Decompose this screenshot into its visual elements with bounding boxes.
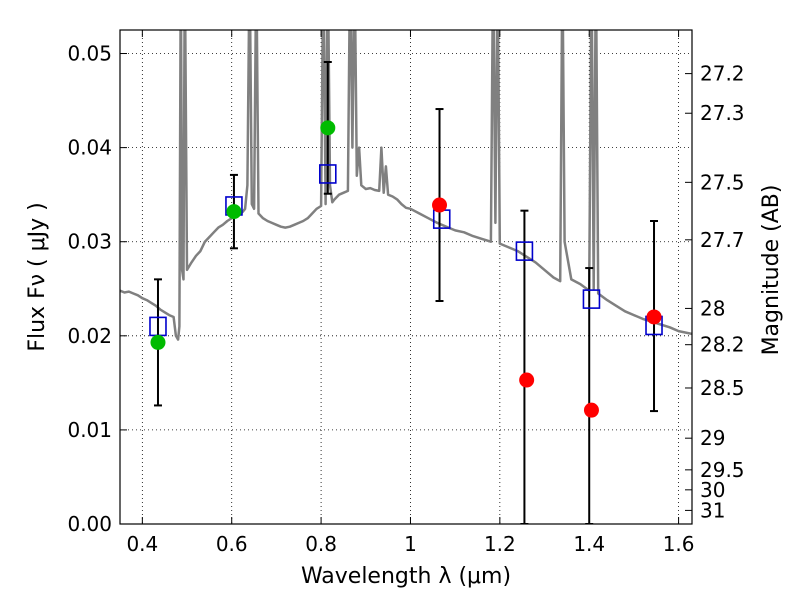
- green-point: [320, 120, 336, 136]
- y-tick-label: 0.02: [67, 324, 112, 348]
- red-point: [646, 309, 662, 325]
- x-tick-label: 1.2: [484, 532, 516, 556]
- model-spectrum-line: [120, 30, 692, 341]
- y2-tick-label: 30: [700, 478, 725, 502]
- x-tick-label: 0.8: [305, 532, 337, 556]
- red-point: [519, 372, 535, 388]
- green-point: [226, 204, 242, 220]
- y2-tick-label: 27.5: [700, 170, 745, 194]
- y2-tick-label: 29: [700, 426, 725, 450]
- x-tick-label: 0.6: [216, 532, 248, 556]
- model-point: [318, 164, 337, 184]
- model-point-layer: [149, 164, 663, 337]
- red-point: [583, 402, 599, 418]
- model-point: [582, 289, 601, 309]
- y-tick-label: 0.03: [67, 230, 112, 254]
- y2-tick-label: 31: [700, 498, 725, 522]
- y2-tick-label: 29.5: [700, 458, 745, 482]
- y2-axis-label: Magnitude (AB): [759, 185, 784, 356]
- x-tick-label: 1: [404, 532, 417, 556]
- y-tick-label: 0.00: [67, 512, 112, 536]
- grid: [120, 30, 692, 525]
- y-axis-label: Flux Fν ( μJy ): [25, 202, 50, 351]
- model-spectrum-layer: [120, 30, 692, 341]
- x-tick-label: 1.4: [573, 532, 605, 556]
- red-point: [432, 197, 448, 213]
- x-axis-ticks: 0.4 0.6 0.8 1 1.2 1.4 1.6: [126, 30, 695, 556]
- x-axis-label: Wavelength λ (μm): [301, 564, 511, 589]
- model-point: [515, 241, 534, 261]
- y2-tick-label: 27.7: [700, 228, 745, 252]
- observed-point-layer: [150, 120, 662, 418]
- y2-tick-label: 28.5: [700, 376, 745, 400]
- y2-tick-label: 27.3: [700, 101, 745, 125]
- y-axis-ticks: 0.00 0.01 0.02 0.03 0.04 0.05: [67, 42, 127, 536]
- y-tick-label: 0.05: [67, 42, 112, 66]
- y2-tick-label: 28.2: [700, 333, 745, 357]
- plot-frame: [119, 29, 693, 525]
- y2-tick-label: 28: [700, 296, 725, 320]
- y-tick-label: 0.04: [67, 136, 112, 160]
- y2-tick-label: 27.2: [700, 62, 745, 86]
- errorbar-layer: [153, 60, 659, 524]
- green-point: [150, 334, 166, 350]
- x-tick-label: 0.4: [126, 532, 158, 556]
- y-tick-label: 0.01: [67, 418, 112, 442]
- x-tick-label: 1.6: [663, 532, 695, 556]
